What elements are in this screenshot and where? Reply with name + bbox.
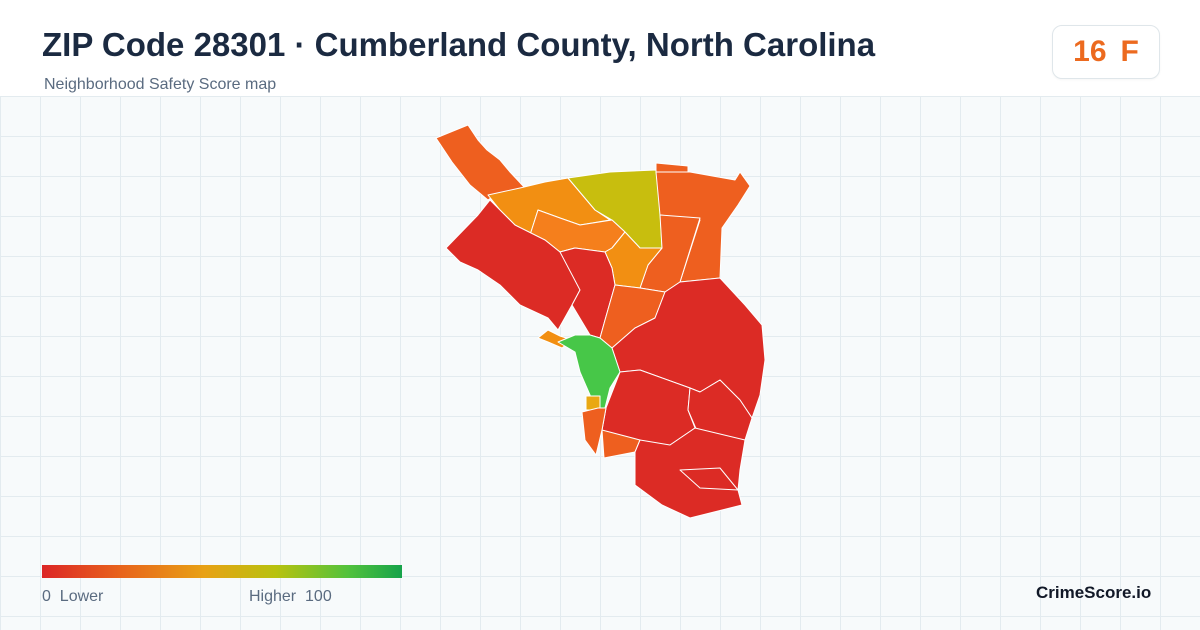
score-grade: F: [1120, 35, 1139, 68]
score-value: 16: [1073, 35, 1107, 68]
brand-logo-text[interactable]: CrimeScore.io: [1036, 583, 1152, 602]
page-title: ZIP Code 28301 · Cumberland County, Nort…: [42, 26, 876, 63]
score-badge: 16 F: [1052, 25, 1160, 79]
legend-low: 0 Lower: [42, 588, 103, 606]
page-subtitle: Neighborhood Safety Score map: [44, 76, 277, 93]
legend-high: Higher 100: [249, 588, 332, 606]
legend-high-value: 100: [305, 588, 332, 605]
legend-high-label: Higher: [249, 588, 297, 605]
header: [0, 0, 1200, 97]
map-region-south-inner[interactable]: [679, 467, 739, 491]
legend-gradient-bar: [42, 565, 402, 578]
legend-low-value: 0: [42, 588, 51, 605]
map-region-north-sliver[interactable]: [655, 162, 689, 173]
map-region-southeast[interactable]: [687, 379, 753, 441]
map-region-green[interactable]: [557, 334, 621, 409]
legend-low-label: Lower: [59, 588, 104, 605]
map-region-northwest-arm[interactable]: [435, 124, 526, 201]
